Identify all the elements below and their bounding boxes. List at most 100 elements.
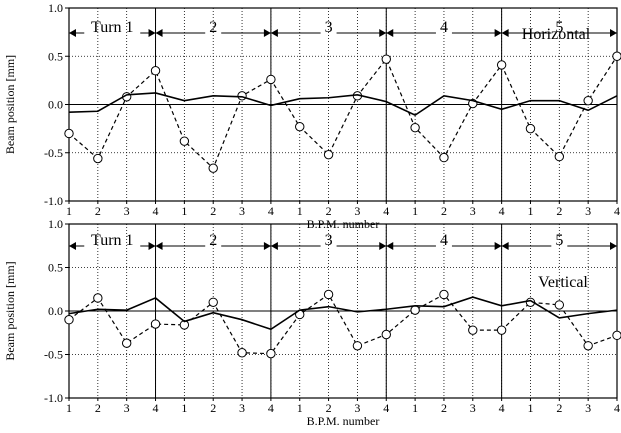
plane-annotation: Horizontal xyxy=(522,26,591,43)
x-tick-label: 2 xyxy=(210,204,216,218)
x-tick-label: 3 xyxy=(354,204,360,218)
y-tick-label: -0.5 xyxy=(44,348,63,362)
x-tick-label: 2 xyxy=(441,204,447,218)
y-tick-label: 0.0 xyxy=(48,304,63,318)
turn-arrow-head-right xyxy=(148,29,156,37)
x-tick-label: 1 xyxy=(66,401,72,415)
x-tick-label: 3 xyxy=(239,204,245,218)
data-point-circle xyxy=(554,300,565,310)
x-tick-label: 2 xyxy=(326,204,332,218)
turn-label: Turn 1 xyxy=(91,232,134,249)
x-tick-label: 2 xyxy=(556,204,562,218)
turn-label: 4 xyxy=(440,232,448,249)
x-tick-label: 3 xyxy=(585,401,591,415)
plane-annotation: Vertical xyxy=(538,274,588,291)
turn-label: 2 xyxy=(209,232,217,249)
x-tick-label: 2 xyxy=(326,401,332,415)
data-point-circle xyxy=(554,151,565,162)
y-tick-label: -1.0 xyxy=(44,194,63,208)
turn-arrow-head-left xyxy=(270,242,278,250)
y-tick-label: 0.0 xyxy=(48,98,63,112)
data-point-circle xyxy=(64,128,74,139)
x-tick-label: 1 xyxy=(297,401,303,415)
data-point-circle xyxy=(410,305,420,315)
turn-arrow-head-left xyxy=(386,29,394,37)
turn-label: 5 xyxy=(555,19,563,36)
turn-arrow-head-left xyxy=(270,29,278,37)
turn-arrow-head-right xyxy=(263,29,271,37)
x-tick-label: 2 xyxy=(441,401,447,415)
data-point-circle xyxy=(612,51,621,61)
x-tick-label: 1 xyxy=(297,204,303,218)
data-point-circle xyxy=(468,325,478,335)
y-tick-label: 1.0 xyxy=(48,1,63,15)
data-point-circle xyxy=(208,297,218,307)
y-axis-title: Beam position [mm] xyxy=(3,55,17,154)
x-tick-label: 3 xyxy=(470,401,476,415)
y-tick-label: 0.5 xyxy=(48,49,63,63)
data-point-circle xyxy=(525,123,536,134)
turn-arrow-head-right xyxy=(263,242,271,250)
turn-arrow-head-right xyxy=(379,242,387,250)
data-point-circle xyxy=(237,91,247,101)
turn-arrow-head-left xyxy=(69,242,76,250)
x-tick-label: 3 xyxy=(124,401,130,415)
x-axis-title: B.P.M. number xyxy=(307,414,380,428)
x-tick-label: 1 xyxy=(527,204,533,218)
turn-arrow-head-left xyxy=(501,242,509,250)
data-point-circle xyxy=(150,319,161,329)
turn-label: 4 xyxy=(440,19,448,36)
series-dashed-line xyxy=(68,55,618,170)
data-point-circle xyxy=(352,341,363,351)
turn-arrow-head-right xyxy=(610,242,617,250)
y-tick-label: 1.0 xyxy=(48,217,63,231)
data-point-circle xyxy=(381,54,391,64)
x-tick-label: 4 xyxy=(153,401,159,415)
data-point-circle xyxy=(439,152,449,163)
x-tick-label: 1 xyxy=(527,401,533,415)
data-point-circle xyxy=(612,330,621,341)
turn-arrow-head-right xyxy=(148,242,156,250)
series-solid-line xyxy=(68,296,618,331)
x-tick-label: 3 xyxy=(239,401,245,415)
x-tick-label: 1 xyxy=(412,401,418,415)
turn-label: 3 xyxy=(325,19,333,36)
y-tick-label: -0.5 xyxy=(44,146,63,160)
data-point-circle xyxy=(150,66,161,76)
x-tick-label: 4 xyxy=(499,204,505,218)
y-tick-label: 0.5 xyxy=(48,261,63,275)
turn-arrow-head-right xyxy=(379,29,387,37)
x-tick-label: 4 xyxy=(268,204,274,218)
data-point-circle xyxy=(323,149,334,160)
data-point-circle xyxy=(121,338,132,348)
data-point-circle xyxy=(583,341,593,351)
x-tick-label: 2 xyxy=(210,401,216,415)
turn-label: 5 xyxy=(555,232,563,249)
turn-label: 2 xyxy=(209,19,217,36)
data-point-circle xyxy=(381,329,391,340)
x-tick-label: 4 xyxy=(268,401,274,415)
data-point-circle xyxy=(583,95,593,106)
series-dashed-line xyxy=(68,293,618,355)
data-point-circle xyxy=(323,289,334,300)
turn-arrow-head-right xyxy=(610,29,617,37)
turn-arrow-head-right xyxy=(494,29,502,37)
data-point-circle xyxy=(410,122,420,133)
data-point-circle xyxy=(208,163,218,173)
data-point-circle xyxy=(266,348,276,359)
turn-arrow-head-left xyxy=(501,29,509,37)
x-tick-label: 1 xyxy=(181,204,187,218)
x-tick-label: 3 xyxy=(585,204,591,218)
turn-arrow-head-left xyxy=(155,29,163,37)
data-point-circle xyxy=(93,153,103,164)
x-tick-label: 3 xyxy=(470,204,476,218)
x-tick-label: 4 xyxy=(614,401,620,415)
data-point-circle xyxy=(439,289,449,300)
turn-label: 3 xyxy=(325,232,333,249)
x-tick-label: 4 xyxy=(383,204,389,218)
panel-vertical: -1.0-0.50.00.51.01 2 3 4 1 2 3 4 1 2 3 4 1 2 3 4 1 2 3 4B.P… xyxy=(3,217,621,428)
turn-arrow-head-left xyxy=(69,29,76,37)
turn-label: Turn 1 xyxy=(91,19,134,36)
data-point-circle xyxy=(266,74,276,85)
